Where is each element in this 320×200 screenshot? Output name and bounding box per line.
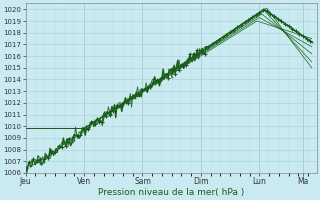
X-axis label: Pression niveau de la mer( hPa ): Pression niveau de la mer( hPa ) (98, 188, 244, 197)
